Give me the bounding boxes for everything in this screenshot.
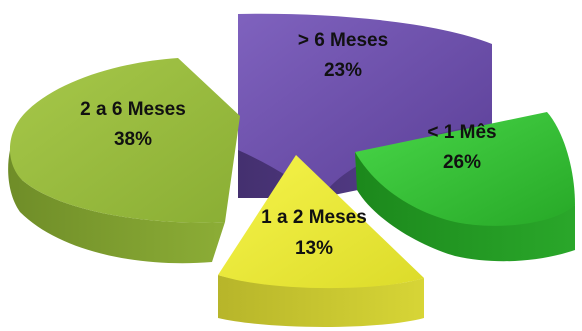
slice-label-less-1-month: < 1 Mês bbox=[427, 122, 496, 143]
slice-1-to-2-months bbox=[218, 155, 424, 327]
slice-1-to-2-months-top bbox=[218, 155, 424, 289]
slice-value-1-to-2-months: 13% bbox=[295, 238, 333, 259]
slice-label-2-to-6-months: 2 a 6 Meses bbox=[80, 99, 186, 120]
slice-less-1-month bbox=[355, 112, 575, 262]
slice-value-more-6-months: 23% bbox=[324, 60, 362, 81]
slice-less-1-month-side bbox=[355, 152, 575, 262]
slice-more-6-months-top bbox=[238, 13, 492, 200]
slice-2-to-6-months-top bbox=[9, 58, 240, 223]
slice-value-2-to-6-months: 38% bbox=[114, 129, 152, 150]
slice-less-1-month-top bbox=[355, 112, 575, 226]
slice-1-to-2-months-side bbox=[218, 275, 424, 327]
slice-value-less-1-month: 26% bbox=[443, 152, 481, 173]
slice-2-to-6-months bbox=[8, 58, 240, 264]
slice-label-1-to-2-months: 1 a 2 Meses bbox=[261, 207, 367, 228]
slice-label-more-6-months: > 6 Meses bbox=[298, 30, 388, 51]
slice-2-to-6-months-side bbox=[8, 150, 225, 264]
